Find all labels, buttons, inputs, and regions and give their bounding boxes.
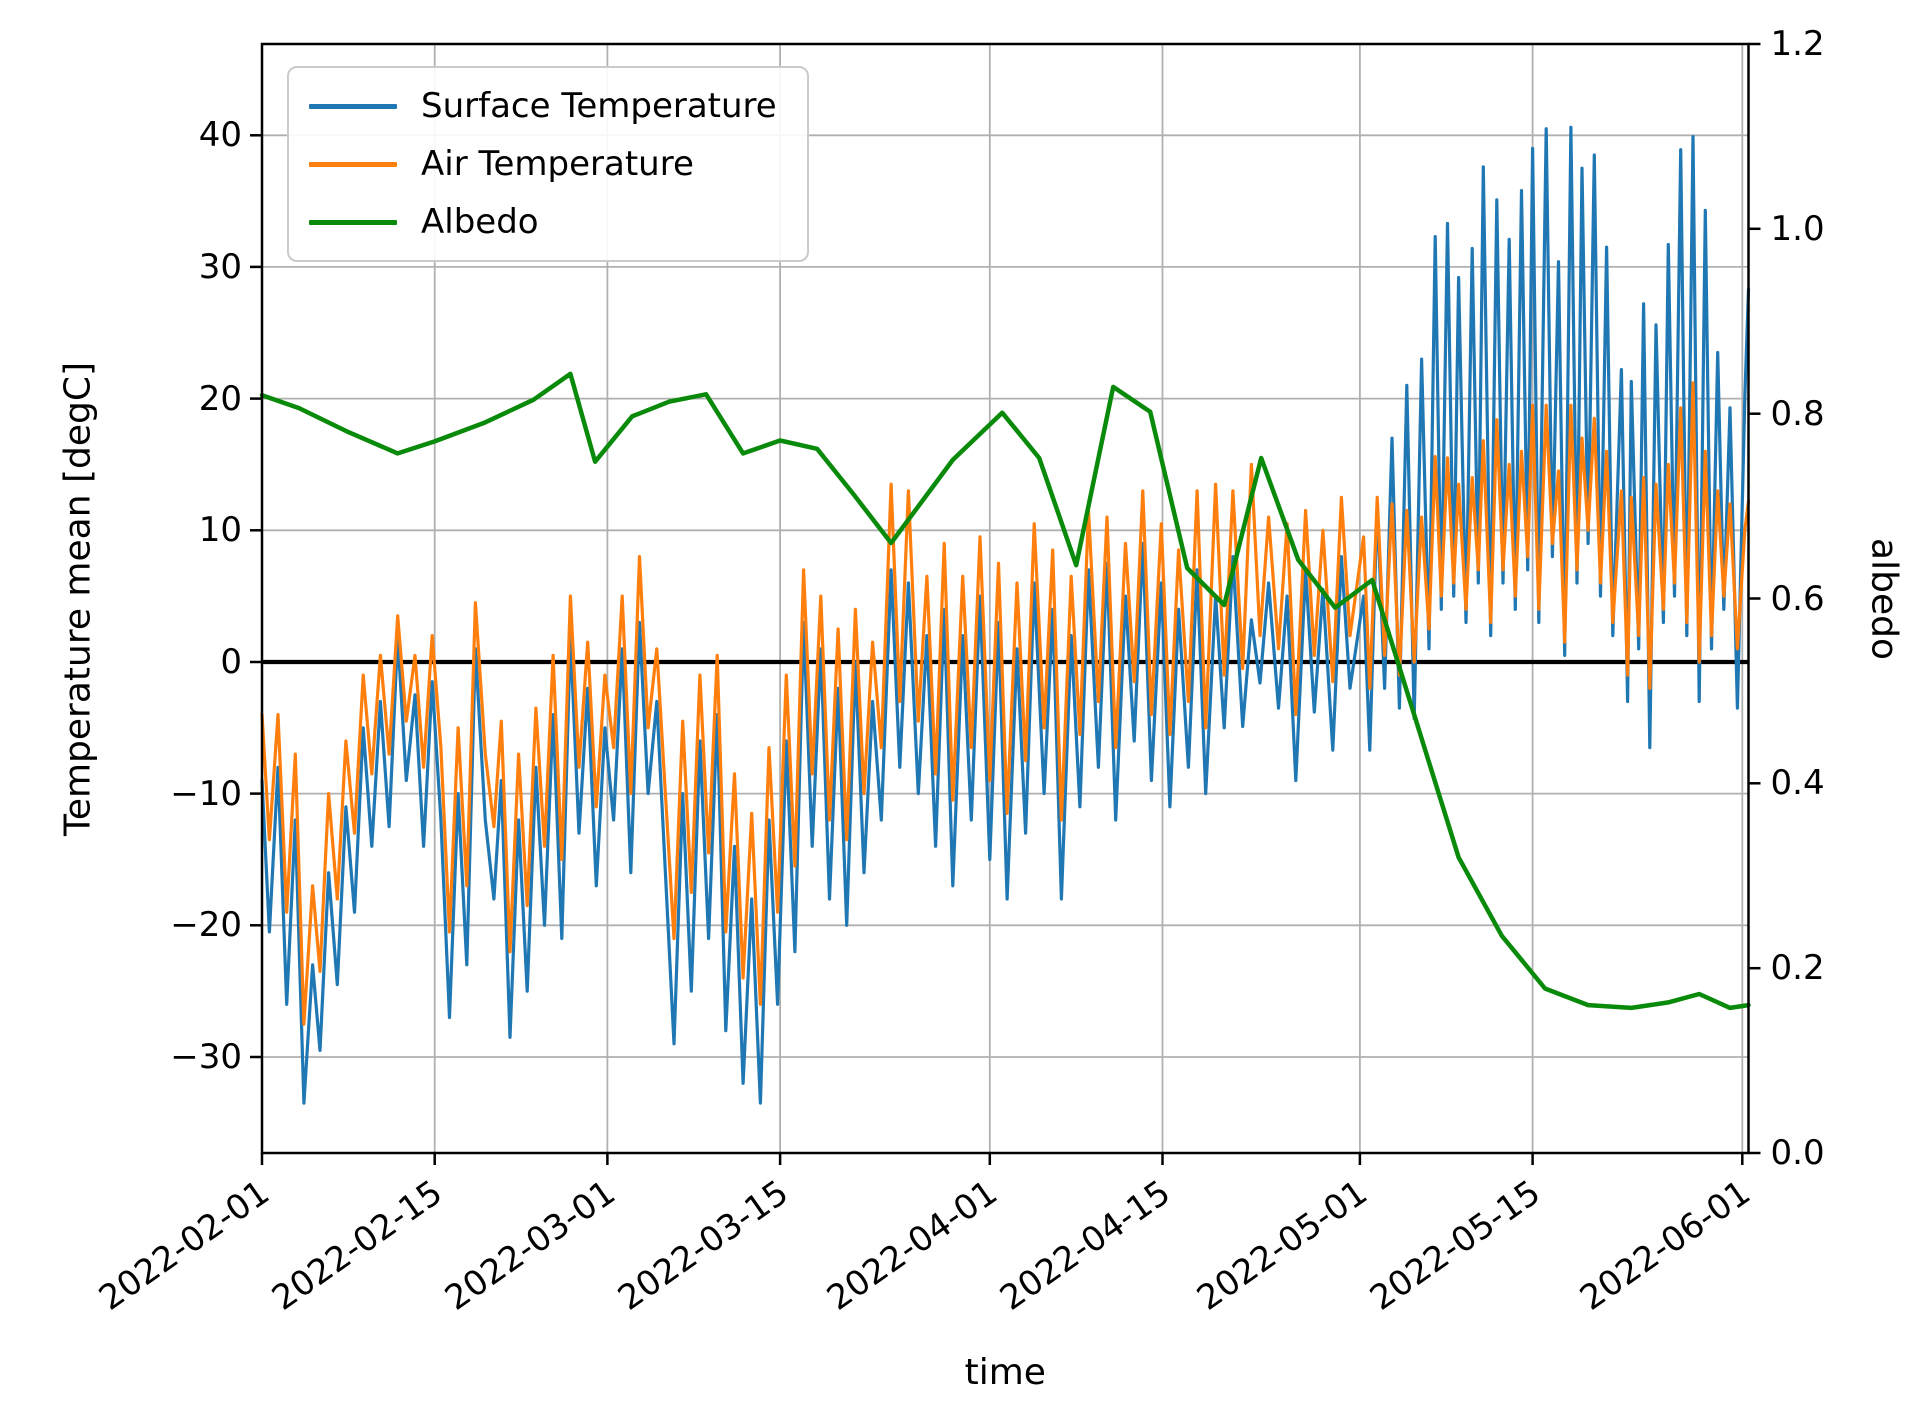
y-right-tick-label: 0.6 (1770, 578, 1825, 619)
y-left-tick-label: 40 (198, 115, 242, 156)
data-series (259, 125, 1751, 1105)
axis-ticks (250, 42, 1761, 1165)
surface-temperature-line-sample (309, 103, 397, 109)
legend: Surface Temperature Air Temperature Albe… (287, 66, 809, 262)
legend-item-surface-temperature: Surface Temperature (309, 84, 777, 128)
y-left-axis-label: Temperature mean [degC] (57, 361, 99, 836)
legend-label: Surface Temperature (421, 86, 777, 126)
air-temperature-line-sample (309, 161, 397, 167)
x-axis-label: time (964, 1352, 1046, 1393)
y-right-tick-label: 1.2 (1770, 24, 1825, 64)
legend-item-albedo: Albedo (309, 200, 777, 244)
y-right-tick-label: 0.4 (1770, 763, 1825, 804)
y-left-tick-label: −20 (170, 905, 242, 946)
y-right-tick-label: 1.0 (1770, 208, 1825, 249)
albedo-line (259, 371, 1751, 1011)
y-left-tick-label: −10 (170, 773, 242, 814)
y-left-tick-label: 10 (198, 510, 242, 551)
y-left-tick-label: 20 (198, 378, 242, 419)
y-right-tick-label: 0.2 (1770, 948, 1825, 989)
y-left-tick-label: 30 (198, 246, 242, 287)
axes-frame (260, 42, 1750, 1155)
air-temperature-line (260, 381, 1751, 1026)
plot-frame (260, 42, 1750, 1155)
legend-label: Albedo (421, 202, 539, 242)
y-right-tick-label: 0.0 (1770, 1133, 1825, 1173)
legend-label: Air Temperature (421, 144, 694, 184)
surface-temperature-line (260, 125, 1751, 1105)
legend-item-air-temperature: Air Temperature (309, 142, 777, 186)
albedo-line-sample (309, 219, 397, 225)
y-left-tick-label: 0 (220, 641, 242, 682)
y-right-tick-label: 0.8 (1770, 393, 1825, 434)
y-left-tick-label: −30 (170, 1037, 242, 1077)
y-right-axis-label: albedo (1863, 537, 1905, 660)
